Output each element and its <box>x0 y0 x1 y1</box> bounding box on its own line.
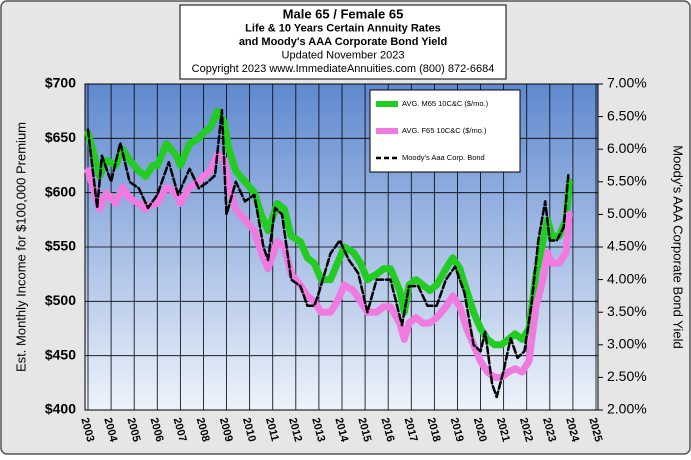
series-line <box>84 151 573 381</box>
y2-axis-label: Moody's AAA Corporate Bond Yield <box>671 145 686 348</box>
title-box <box>179 4 507 80</box>
y-tick-label: $400 <box>45 401 76 417</box>
y2-tick-label: 3.00% <box>607 336 647 352</box>
y-tick-label: $450 <box>45 346 76 362</box>
title-line: Life & 10 Years Certain Annuity Rates <box>245 22 441 34</box>
y2-tick-label: 5.00% <box>607 205 647 221</box>
x-tick-label: 2011 <box>263 416 281 442</box>
legend-label: Moody's Aaa Corp. Bond <box>402 153 485 162</box>
y-tick-label: $550 <box>45 238 76 254</box>
y-tick-label: $600 <box>45 183 76 199</box>
y2-tick-label: 5.50% <box>607 173 647 189</box>
y2-tick-label: 6.50% <box>607 107 647 123</box>
title-line: Copyright 2023 www.ImmediateAnnuities.co… <box>192 63 495 75</box>
y-tick-label: $500 <box>45 292 76 308</box>
title-line: Updated November 2023 <box>282 49 405 61</box>
y2-tick-label: 2.00% <box>607 401 647 417</box>
title-line: Male 65 / Female 65 <box>283 6 404 21</box>
y2-tick-label: 4.00% <box>607 270 647 286</box>
y2-tick-label: 6.00% <box>607 140 647 156</box>
title-line: and Moody's AAA Corporate Bond Yield <box>239 36 447 48</box>
y-axis-label: Est. Monthly Income for $100,000 Premium <box>13 122 28 372</box>
legend-label: AVG. M65 10C&C ($/mo.) <box>402 99 489 108</box>
series-line <box>84 107 573 349</box>
y-tick-label: $700 <box>45 75 76 91</box>
y2-tick-label: 7.00% <box>607 75 647 91</box>
y2-tick-label: 3.50% <box>607 303 647 319</box>
y-tick-label: $650 <box>45 129 76 145</box>
y2-tick-label: 4.50% <box>607 238 647 254</box>
y2-tick-label: 2.50% <box>607 368 647 384</box>
series-line <box>86 108 570 399</box>
legend-label: AVG. F65 10C&C ($/mo.) <box>402 126 487 135</box>
